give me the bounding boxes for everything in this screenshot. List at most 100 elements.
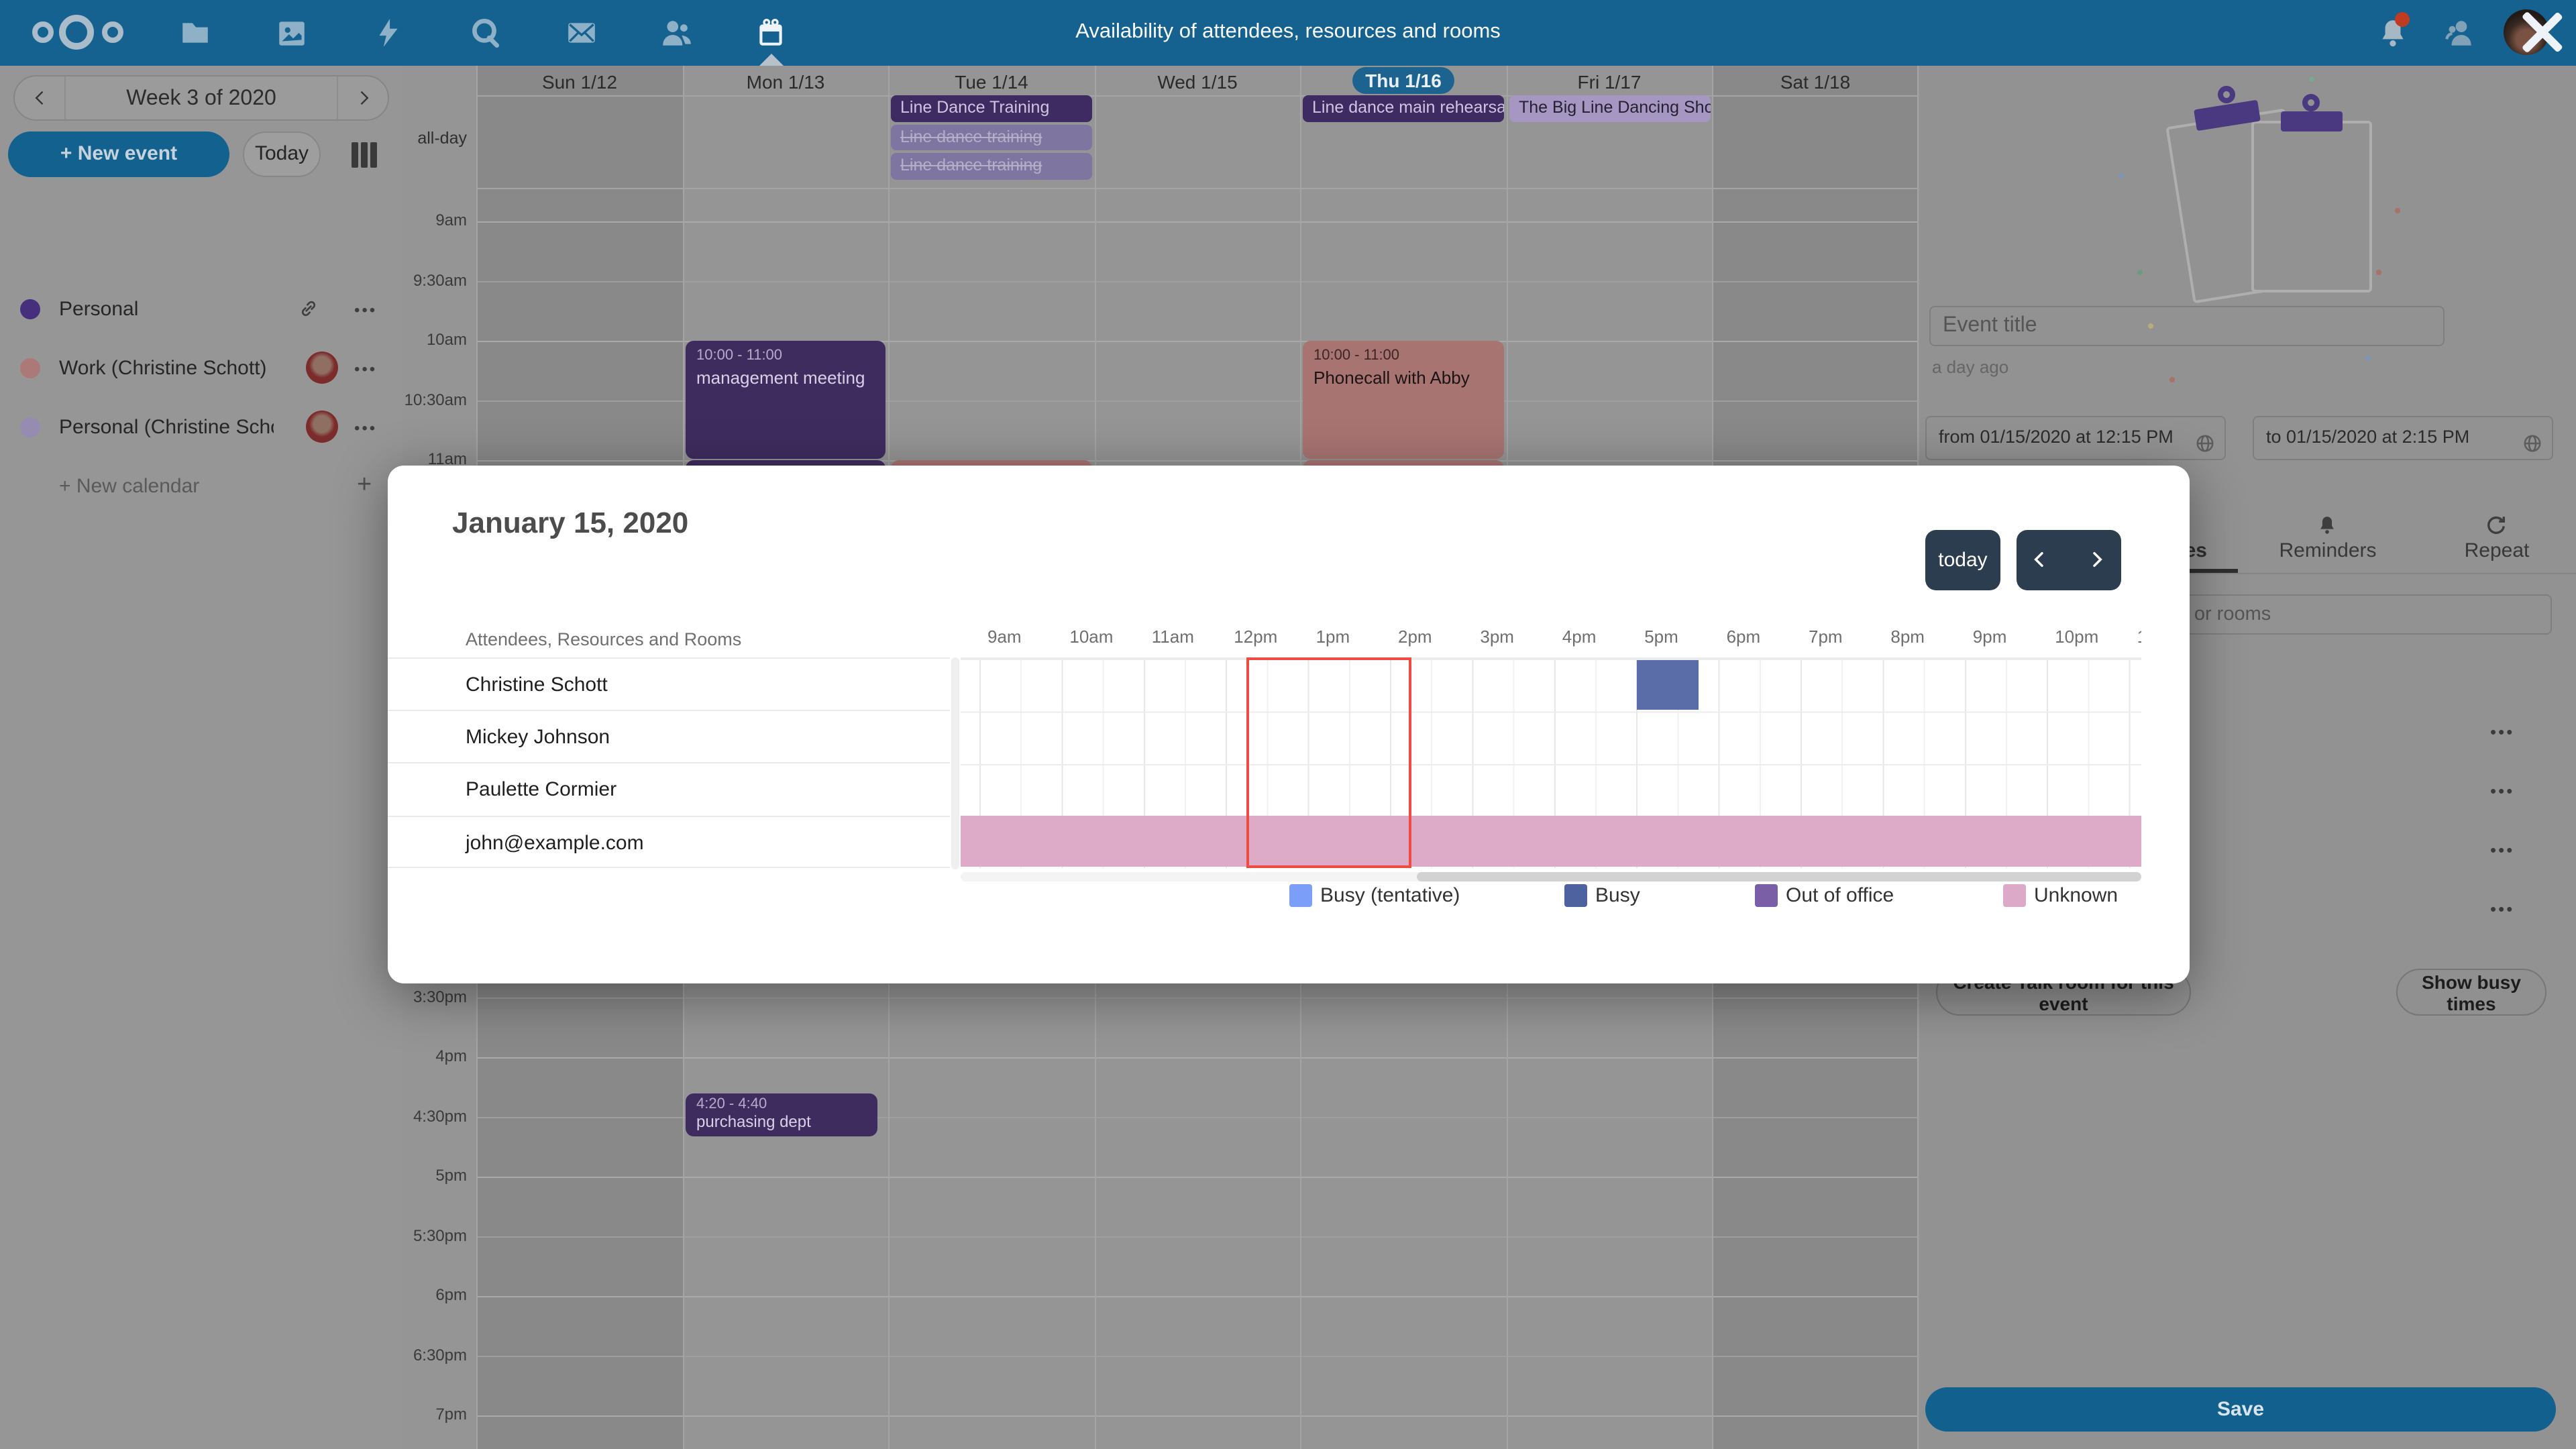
- contacts-menu-icon[interactable]: [2443, 16, 2477, 50]
- event-title-input[interactable]: [1929, 306, 2445, 346]
- time-gutter-label: 4:30pm: [413, 1106, 467, 1125]
- calendar-menu-button[interactable]: •••: [354, 360, 378, 378]
- save-button[interactable]: Save: [1925, 1387, 2556, 1432]
- day-header-sun[interactable]: Sun 1/12: [541, 71, 618, 93]
- previous-day-button[interactable]: [2029, 549, 2050, 570]
- horizontal-scrollbar-thumb[interactable]: [1417, 872, 2141, 881]
- tab-reminders[interactable]: Reminders: [2279, 539, 2377, 562]
- top-bar: Availability of attendees, resources and…: [0, 0, 2576, 66]
- timezone-globe-icon[interactable]: [2195, 428, 2215, 452]
- today-button-sidebar[interactable]: Today: [243, 131, 321, 177]
- last-modified-text: a day ago: [1932, 357, 2009, 377]
- calendar-menu-button[interactable]: •••: [354, 419, 378, 437]
- hour-label: 1pm: [1316, 627, 1350, 647]
- tabs-divider: [1920, 573, 2576, 574]
- time-gutter-label: 9am: [435, 211, 467, 229]
- time-gutter-label: 5:30pm: [413, 1226, 467, 1244]
- time-gutter-label: 11am: [427, 449, 467, 468]
- week-label[interactable]: Week 3 of 2020: [126, 87, 276, 110]
- attendee-row-menu[interactable]: •••: [2490, 899, 2515, 919]
- hour-label: 10pm: [2055, 627, 2099, 647]
- legend-label: Busy: [1595, 884, 1640, 907]
- allday-divider: [476, 188, 1919, 189]
- busy-block: [1636, 659, 1698, 710]
- legend-label: Busy (tentative): [1320, 884, 1460, 907]
- files-app-icon[interactable]: [178, 16, 212, 50]
- week-navigation: Week 3 of 2020: [13, 75, 389, 121]
- calendar-item-personal[interactable]: Personal •••: [0, 284, 402, 333]
- calendar-color-dot: [20, 417, 40, 437]
- day-header-fri[interactable]: Fri 1/17: [1577, 71, 1642, 93]
- timezone-globe-icon[interactable]: [2522, 428, 2542, 452]
- event-phonecall-with-abby[interactable]: 10:00 - 11:00 Phonecall with Abby: [1303, 341, 1504, 459]
- next-day-button[interactable]: [2086, 549, 2108, 570]
- hour-label: 10am: [1069, 627, 1114, 647]
- hour-label: 9am: [987, 627, 1022, 647]
- vertical-scrollbar[interactable]: [951, 657, 959, 869]
- allday-event[interactable]: Line dance training: [891, 124, 1092, 150]
- legend-swatch-out-of-office: [1755, 884, 1778, 907]
- nextcloud-logo[interactable]: [24, 0, 134, 66]
- day-header-mon[interactable]: Mon 1/13: [746, 71, 825, 93]
- next-week-button[interactable]: [337, 76, 388, 119]
- event-management-meeting[interactable]: 10:00 - 11:00 management meeting: [686, 341, 885, 459]
- day-header-tue[interactable]: Tue 1/14: [955, 71, 1028, 93]
- day-header-wed[interactable]: Wed 1/15: [1157, 71, 1238, 93]
- hour-label: 4pm: [1562, 627, 1597, 647]
- horizontal-scrollbar-track[interactable]: [961, 872, 2141, 881]
- day-header-thu-today[interactable]: Thu 1/16: [1300, 67, 1507, 94]
- calendar-color-dot: [20, 299, 40, 319]
- new-event-button[interactable]: + New event: [8, 131, 229, 177]
- calendar-item-work-christine[interactable]: Work (Christine Schott) •••: [0, 343, 402, 392]
- calendar-sidebar: Week 3 of 2020 + New event Today Persona…: [0, 66, 402, 1449]
- from-datetime-field[interactable]: from 01/15/2020 at 12:15 PM: [1925, 416, 2226, 460]
- allday-event[interactable]: Line dance training: [891, 153, 1092, 179]
- time-gutter-label: 6pm: [435, 1285, 467, 1304]
- legend-label: Unknown: [2034, 884, 2118, 907]
- attendee-row: john@example.com: [388, 815, 950, 868]
- hour-label: 9pm: [1972, 627, 2007, 647]
- attendee-row-menu[interactable]: •••: [2490, 840, 2515, 860]
- hour-label: 3pm: [1480, 627, 1514, 647]
- talk-app-icon[interactable]: [468, 16, 502, 50]
- allday-event[interactable]: Line dance main rehearsal: [1303, 95, 1504, 121]
- tab-repeat[interactable]: Repeat: [2464, 539, 2530, 562]
- legend-swatch-unknown: [2003, 884, 2026, 907]
- calendar-item-personal-christine[interactable]: Personal (Christine Scho… •••: [0, 402, 402, 451]
- attendee-row-menu[interactable]: •••: [2490, 781, 2515, 801]
- modal-date-nav: [2017, 530, 2121, 590]
- time-gutter-label: 3:30pm: [413, 987, 467, 1006]
- header-divider: [476, 95, 1919, 97]
- to-datetime-field[interactable]: to 01/15/2020 at 2:15 PM: [2253, 416, 2553, 460]
- event-purchasing-dept[interactable]: 4:20 - 4:40 purchasing dept: [686, 1093, 877, 1136]
- reminders-bell-icon: [2316, 514, 2339, 537]
- calendar-menu-button[interactable]: •••: [354, 301, 378, 319]
- mail-app-icon[interactable]: [565, 16, 598, 50]
- activity-app-icon[interactable]: [372, 16, 405, 50]
- attendee-row: Christine Schott: [388, 657, 950, 710]
- show-busy-times-button[interactable]: Show busy times: [2396, 969, 2546, 1016]
- hour-label: 11am: [1151, 627, 1194, 647]
- notification-badge: [2395, 12, 2410, 27]
- allday-event[interactable]: Line Dance Training: [891, 95, 1092, 121]
- view-toggle-icon[interactable]: [352, 142, 381, 168]
- new-calendar-button[interactable]: + New calendar +: [59, 471, 372, 499]
- time-gutter-label: 4pm: [435, 1046, 467, 1065]
- hour-label: 12pm: [1234, 627, 1278, 647]
- modal-today-button[interactable]: today: [1925, 530, 2000, 590]
- time-gutter-label: 9:30am: [413, 270, 467, 289]
- contacts-app-icon[interactable]: [660, 16, 694, 50]
- share-link-icon[interactable]: [298, 298, 319, 319]
- plus-icon: +: [357, 471, 372, 499]
- close-overlay-icon[interactable]: [2517, 8, 2565, 56]
- day-header-sat[interactable]: Sat 1/18: [1780, 71, 1851, 93]
- allday-event[interactable]: The Big Line Dancing Show: [1509, 95, 1711, 121]
- hour-label: 5pm: [1644, 627, 1678, 647]
- hour-label: 6pm: [1726, 627, 1761, 647]
- photos-app-icon[interactable]: [275, 16, 309, 50]
- previous-week-button[interactable]: [15, 76, 66, 119]
- attendee-row-menu[interactable]: •••: [2490, 722, 2515, 742]
- calendar-app-icon[interactable]: [754, 16, 788, 50]
- hour-label: 2pm: [1398, 627, 1432, 647]
